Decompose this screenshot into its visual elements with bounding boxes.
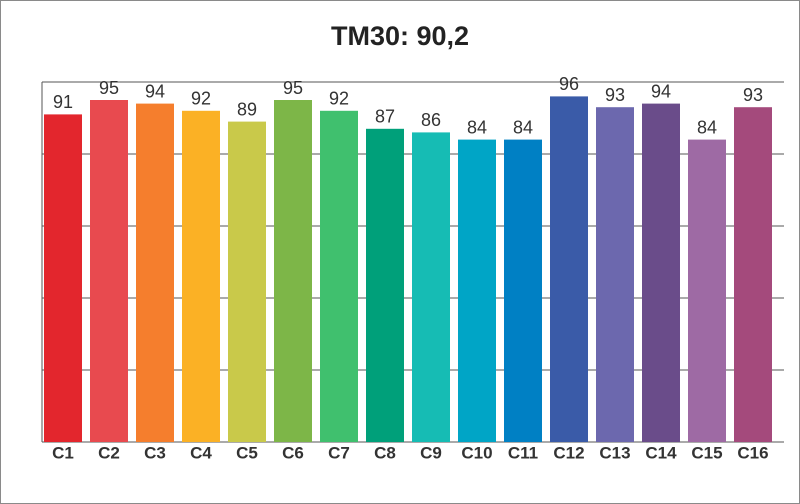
x-tick-label: C10 bbox=[461, 443, 492, 462]
value-label: 95 bbox=[99, 78, 119, 98]
x-tick-label: C16 bbox=[737, 443, 768, 462]
x-tick-label: C13 bbox=[599, 443, 630, 462]
value-label: 96 bbox=[559, 74, 579, 94]
value-label: 93 bbox=[743, 85, 763, 105]
bar bbox=[136, 103, 174, 442]
bar bbox=[734, 107, 772, 442]
bar bbox=[44, 114, 82, 443]
bar bbox=[228, 121, 266, 442]
bar bbox=[366, 128, 404, 443]
value-label: 91 bbox=[53, 92, 73, 112]
bar bbox=[504, 139, 542, 442]
x-tick-label: C2 bbox=[98, 443, 120, 462]
x-tick-label: C4 bbox=[190, 443, 212, 462]
x-tick-label: C1 bbox=[52, 443, 74, 462]
x-tick-label: C8 bbox=[374, 443, 396, 462]
value-label: 95 bbox=[283, 78, 303, 98]
value-label: 84 bbox=[513, 117, 533, 137]
value-label: 92 bbox=[191, 89, 211, 109]
x-tick-label: C6 bbox=[282, 443, 304, 462]
chart-title: TM30: 90,2 bbox=[331, 21, 469, 51]
x-tick-label: C9 bbox=[420, 443, 442, 462]
bar bbox=[274, 100, 312, 442]
x-tick-label: C12 bbox=[553, 443, 584, 462]
value-label: 84 bbox=[697, 117, 717, 137]
bar bbox=[458, 139, 496, 442]
value-label: 94 bbox=[651, 81, 671, 101]
bar bbox=[412, 132, 450, 442]
x-tick-label: C11 bbox=[508, 443, 538, 462]
value-label: 86 bbox=[421, 110, 441, 130]
value-label: 92 bbox=[329, 89, 349, 109]
x-tick-label: C14 bbox=[645, 443, 677, 462]
x-tick-label: C5 bbox=[236, 443, 258, 462]
value-label: 89 bbox=[237, 99, 257, 119]
bar bbox=[320, 110, 358, 443]
value-label: 93 bbox=[605, 85, 625, 105]
x-tick-label: C3 bbox=[144, 443, 166, 462]
bar bbox=[550, 96, 588, 443]
x-tick-label: C15 bbox=[691, 443, 722, 462]
value-label: 84 bbox=[467, 117, 487, 137]
x-tick-label: C7 bbox=[328, 443, 350, 462]
bar bbox=[90, 100, 128, 442]
bar bbox=[688, 139, 726, 442]
value-label: 94 bbox=[145, 81, 165, 101]
bar bbox=[596, 107, 634, 442]
value-label: 87 bbox=[375, 107, 395, 127]
bar bbox=[182, 110, 220, 443]
bar bbox=[642, 103, 680, 442]
